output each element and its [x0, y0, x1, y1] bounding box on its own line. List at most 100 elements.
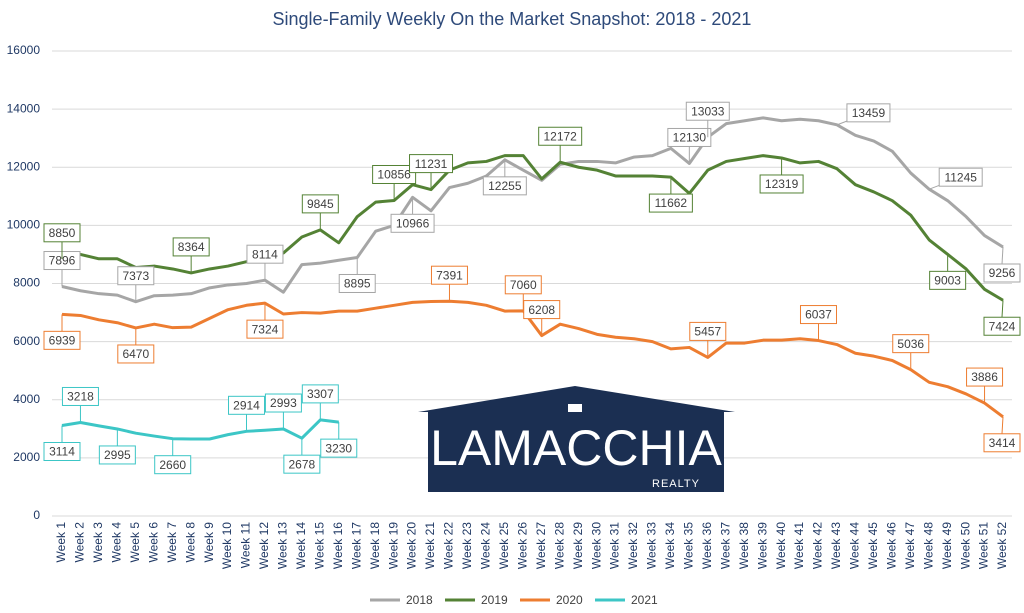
- x-tick-label: Week 7: [165, 522, 179, 563]
- x-tick-label: Week 15: [312, 522, 326, 569]
- data-label: 12172: [543, 129, 577, 143]
- data-label: 3414: [989, 436, 1016, 450]
- x-tick-label: Week 38: [737, 522, 751, 569]
- x-tick-label: Week 11: [239, 522, 253, 569]
- logo-tagline: REALTY: [652, 478, 700, 490]
- data-label: 12255: [488, 179, 522, 193]
- logo: LAMACCHIA REALTY: [418, 386, 735, 492]
- y-tick-label: 12000: [7, 159, 41, 173]
- series-line: [61, 418, 339, 441]
- x-tick-label: Week 18: [368, 522, 382, 569]
- data-label: 12130: [673, 131, 707, 145]
- x-tick-label: Week 24: [479, 522, 493, 569]
- label-box: [685, 101, 730, 121]
- label-box: [228, 395, 266, 415]
- legend-label: 2019: [481, 593, 508, 607]
- label-box: [929, 270, 967, 290]
- label-box: [264, 393, 302, 413]
- data-label: 5457: [694, 325, 721, 339]
- x-tick-label: Week 41: [792, 522, 806, 569]
- x-tick-label: Week 37: [718, 522, 732, 569]
- x-tick-label: Week 23: [460, 522, 474, 569]
- label-box: [43, 223, 81, 243]
- x-tick-label: Week 40: [774, 522, 788, 569]
- label-pointer: [1001, 300, 1004, 318]
- label-box: [966, 367, 1004, 387]
- x-tick-label: Week 10: [220, 522, 234, 569]
- x-tick-label: Week 48: [921, 522, 935, 569]
- label-box: [846, 103, 891, 123]
- label-box: [667, 127, 712, 147]
- label-box: [172, 237, 210, 257]
- label-box: [983, 316, 1021, 336]
- x-tick-label: Week 29: [571, 522, 585, 569]
- x-tick-label: Week 50: [958, 522, 972, 569]
- data-label: 10966: [396, 216, 430, 230]
- x-tick-label: Week 28: [552, 522, 566, 569]
- x-tick-label: Week 42: [811, 522, 825, 569]
- data-label: 2914: [233, 398, 260, 412]
- label-box: [689, 321, 727, 341]
- data-label: 3886: [971, 370, 998, 384]
- x-tick-label: Week 21: [423, 522, 437, 569]
- label-box: [117, 344, 155, 364]
- x-tick-label: Week 19: [386, 522, 400, 569]
- data-label: 6208: [528, 303, 555, 317]
- chart-title: Single-Family Weekly On the Market Snaps…: [273, 9, 752, 29]
- data-label: 11662: [655, 196, 688, 210]
- legend-label: 2020: [556, 593, 583, 607]
- label-box: [799, 305, 837, 325]
- label-box: [409, 154, 454, 174]
- y-tick-label: 2000: [13, 450, 40, 464]
- x-tick-label: Week 16: [331, 522, 345, 569]
- y-tick-label: 10000: [7, 218, 41, 232]
- x-tick-label: Week 52: [995, 522, 1009, 569]
- data-label: 9256: [989, 266, 1016, 280]
- data-label: 13459: [852, 106, 886, 120]
- label-box: [246, 244, 284, 264]
- series-line: [61, 154, 1004, 302]
- data-label: 7373: [122, 269, 149, 283]
- x-tick-label: Week 25: [497, 522, 511, 569]
- label-box: [938, 167, 983, 187]
- x-tick-label: Week 2: [73, 522, 87, 563]
- x-tick-label: Week 4: [110, 522, 124, 563]
- data-label: 7324: [252, 322, 279, 336]
- x-tick-label: Week 45: [866, 522, 880, 569]
- label-box: [43, 330, 81, 350]
- x-tick-label: Week 13: [276, 522, 290, 569]
- x-tick-label: Week 39: [755, 522, 769, 569]
- label-box: [538, 126, 583, 146]
- data-label: 11245: [944, 170, 977, 184]
- y-tick-label: 0: [33, 508, 40, 522]
- data-label: 6939: [49, 334, 76, 348]
- x-tick-label: Week 8: [183, 522, 197, 563]
- data-label: 8114: [252, 247, 278, 261]
- y-tick-label: 8000: [13, 276, 40, 290]
- data-label: 2995: [104, 448, 131, 462]
- x-tick-label: Week 31: [608, 522, 622, 569]
- label-box: [338, 273, 376, 293]
- y-tick-label: 6000: [13, 334, 40, 348]
- x-tick-label: Week 27: [534, 522, 548, 569]
- data-label: 7391: [436, 268, 463, 282]
- x-tick-label: Week 12: [257, 522, 271, 569]
- x-tick-label: Week 51: [977, 522, 991, 569]
- label-pointer: [1001, 246, 1004, 265]
- data-label: 9845: [307, 197, 334, 211]
- label-box: [98, 445, 136, 465]
- x-tick-label: Week 33: [645, 522, 659, 569]
- logo-body: [428, 412, 724, 492]
- data-label: 3307: [307, 387, 334, 401]
- label-box: [504, 275, 542, 295]
- data-label: 3114: [49, 445, 75, 459]
- data-label: 8895: [344, 277, 371, 291]
- data-label: 6037: [805, 308, 832, 322]
- x-tick-label: Week 34: [663, 522, 677, 569]
- data-label: 3230: [325, 441, 352, 455]
- x-tick-label: Week 14: [294, 522, 308, 569]
- x-tick-label: Week 3: [91, 522, 105, 563]
- label-box: [983, 263, 1021, 283]
- logo-roof: [418, 386, 735, 412]
- x-tick-label: Week 5: [128, 522, 142, 563]
